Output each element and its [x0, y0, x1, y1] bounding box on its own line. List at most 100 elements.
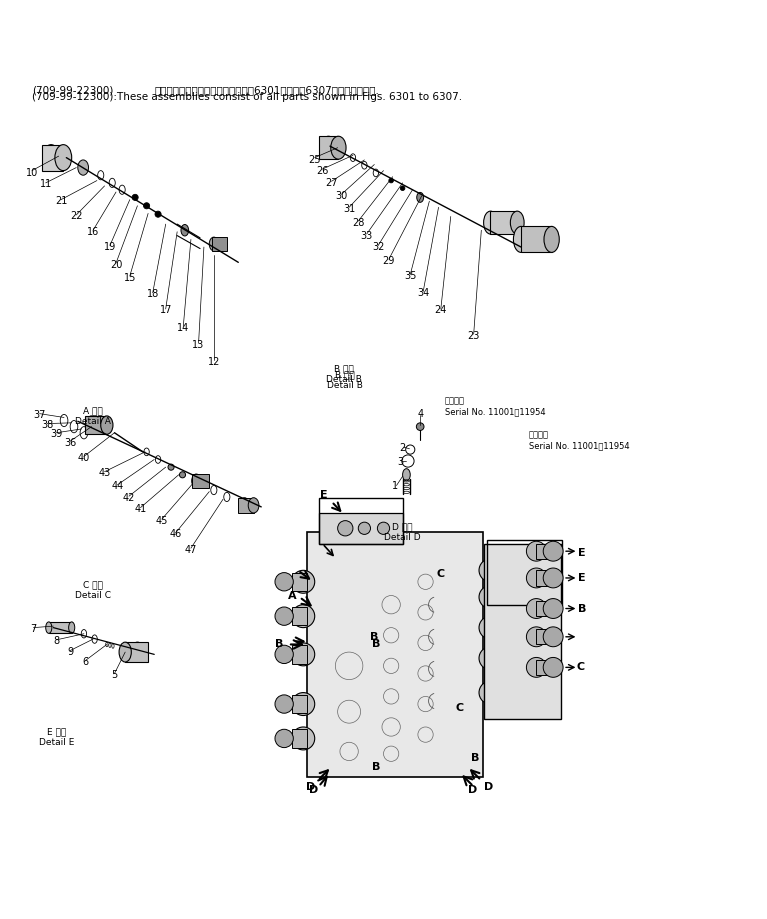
- Circle shape: [496, 618, 515, 637]
- Circle shape: [496, 562, 515, 580]
- Circle shape: [389, 178, 393, 183]
- Ellipse shape: [331, 136, 346, 159]
- Text: D: D: [308, 785, 318, 795]
- Text: 14: 14: [177, 323, 189, 333]
- Circle shape: [275, 695, 293, 713]
- Text: C: C: [456, 703, 464, 713]
- Text: 9: 9: [67, 647, 73, 657]
- Text: B: B: [372, 762, 380, 772]
- Text: 11: 11: [40, 179, 52, 189]
- Ellipse shape: [416, 192, 423, 202]
- Text: 5: 5: [111, 670, 117, 680]
- Bar: [318, 498, 403, 543]
- Circle shape: [479, 559, 502, 582]
- Text: 7: 7: [31, 624, 37, 634]
- Circle shape: [543, 657, 563, 677]
- Text: 34: 34: [417, 288, 430, 298]
- Text: 40: 40: [77, 453, 90, 463]
- Text: 18: 18: [146, 289, 159, 300]
- Circle shape: [132, 194, 138, 200]
- Circle shape: [168, 464, 174, 471]
- Text: 24: 24: [435, 305, 447, 315]
- Text: B: B: [471, 753, 479, 763]
- Circle shape: [496, 684, 515, 702]
- Bar: [319, 136, 338, 159]
- Text: 適用号機
Serial No. 11001～11954: 適用号機 Serial No. 11001～11954: [445, 396, 545, 416]
- Bar: [49, 621, 71, 633]
- Text: D: D: [468, 785, 477, 795]
- Circle shape: [416, 423, 424, 430]
- Bar: [490, 649, 505, 667]
- Text: 16: 16: [87, 227, 99, 237]
- Circle shape: [479, 616, 502, 639]
- Ellipse shape: [85, 416, 97, 435]
- Text: D 詳細
Detail D: D 詳細 Detail D: [384, 522, 421, 542]
- Circle shape: [143, 203, 150, 209]
- Ellipse shape: [100, 416, 113, 435]
- Circle shape: [496, 588, 515, 607]
- Circle shape: [496, 649, 515, 667]
- Text: 17: 17: [160, 305, 172, 315]
- Circle shape: [479, 681, 502, 704]
- Ellipse shape: [484, 211, 497, 234]
- Ellipse shape: [544, 226, 559, 253]
- Text: B: B: [578, 604, 587, 614]
- Bar: [291, 573, 307, 591]
- Ellipse shape: [403, 469, 410, 481]
- Circle shape: [543, 541, 563, 562]
- Text: 45: 45: [156, 516, 168, 526]
- Text: 20: 20: [110, 260, 122, 269]
- Ellipse shape: [77, 160, 88, 176]
- Bar: [536, 660, 553, 675]
- Circle shape: [543, 598, 563, 618]
- Bar: [239, 498, 254, 513]
- Text: 15: 15: [123, 273, 136, 283]
- Circle shape: [358, 522, 370, 534]
- Bar: [85, 416, 107, 435]
- Text: 適用号機
Serial No. 11001～11954: 適用号機 Serial No. 11001～11954: [528, 430, 630, 450]
- Circle shape: [479, 647, 502, 670]
- Text: 32: 32: [372, 242, 384, 252]
- Text: 43: 43: [98, 469, 110, 478]
- Text: 42: 42: [123, 493, 135, 503]
- Text: C: C: [576, 663, 584, 673]
- Circle shape: [337, 521, 353, 536]
- Circle shape: [291, 643, 314, 666]
- Circle shape: [275, 573, 293, 591]
- Ellipse shape: [131, 642, 143, 662]
- Text: E: E: [320, 491, 328, 501]
- Text: 27: 27: [325, 178, 337, 187]
- Bar: [291, 730, 307, 748]
- Text: B: B: [372, 640, 380, 650]
- Circle shape: [291, 605, 314, 628]
- Bar: [291, 607, 307, 625]
- Circle shape: [543, 568, 563, 588]
- Circle shape: [400, 186, 405, 190]
- Ellipse shape: [192, 474, 201, 488]
- Text: E: E: [578, 573, 586, 583]
- Text: 44: 44: [111, 482, 123, 492]
- Bar: [536, 571, 553, 585]
- Text: 1: 1: [392, 482, 398, 492]
- Text: 19: 19: [104, 242, 116, 252]
- Circle shape: [291, 727, 314, 750]
- Bar: [485, 543, 561, 720]
- Text: 23: 23: [468, 331, 480, 341]
- Bar: [536, 630, 553, 644]
- Ellipse shape: [55, 144, 71, 171]
- Text: 37: 37: [34, 410, 46, 420]
- Text: 39: 39: [51, 429, 63, 439]
- Text: 2: 2: [400, 443, 406, 453]
- Bar: [487, 539, 561, 605]
- Text: 26: 26: [316, 165, 328, 176]
- Bar: [536, 601, 553, 616]
- Ellipse shape: [46, 622, 52, 633]
- Ellipse shape: [119, 642, 131, 662]
- Ellipse shape: [68, 622, 74, 633]
- Bar: [490, 588, 505, 607]
- Ellipse shape: [181, 224, 189, 236]
- Text: これらのアセンブリの構成部品は第6301図から第6307図まで含みます.: これらのアセンブリの構成部品は第6301図から第6307図まで含みます.: [154, 85, 379, 96]
- Ellipse shape: [510, 211, 524, 234]
- Text: 8: 8: [54, 636, 60, 646]
- Circle shape: [275, 730, 293, 748]
